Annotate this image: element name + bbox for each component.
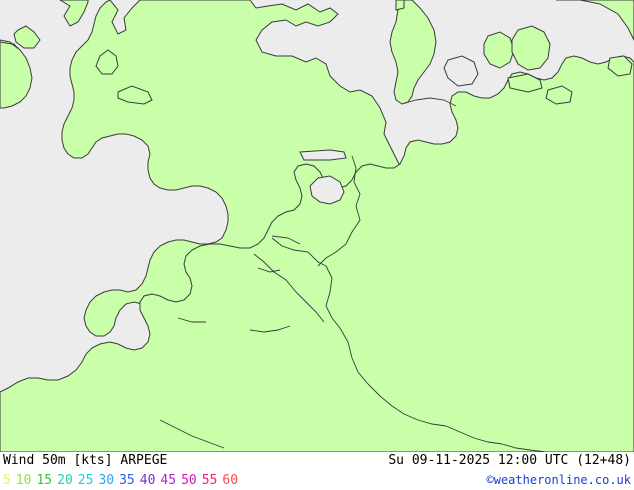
copyright-label[interactable]: ©weatheronline.co.uk: [486, 473, 632, 487]
border-be-de-lu: [325, 265, 341, 329]
footer: Wind 50m [kts] ARPEGE Su 09-11-2025 12:0…: [0, 452, 634, 490]
water-limfjord: [443, 55, 479, 87]
scale-tick-35[interactable]: 35: [119, 473, 135, 488]
scale-tick-5[interactable]: 5: [3, 473, 11, 488]
scale-tick-10[interactable]: 10: [15, 473, 32, 488]
scale-tick-15[interactable]: 15: [36, 473, 53, 488]
water-ijsselmeer: [309, 175, 345, 205]
scale-tick-45[interactable]: 45: [160, 473, 177, 488]
land-zealand: [511, 25, 551, 71]
border-nl-de: [317, 155, 361, 267]
land-skane-sweden: [556, 0, 634, 41]
land-wind-shading: [0, 0, 634, 452]
border-de-internal-3: [501, 443, 547, 452]
map-panel[interactable]: [0, 0, 634, 452]
land-ruegen: [545, 85, 573, 105]
coast-detail: [177, 235, 301, 333]
land-norway-sliver: [395, 0, 405, 11]
scale-tick-25[interactable]: 25: [77, 473, 94, 488]
map-canvas[interactable]: [0, 0, 634, 452]
border-fr-internal: [159, 419, 225, 449]
coast-humber: [271, 235, 301, 245]
coast-severn: [177, 317, 206, 323]
wind-speed-color-scale[interactable]: 5 10 15 20 25 30 35 40 45 50 55 60: [3, 473, 243, 488]
scale-tick-50[interactable]: 50: [181, 473, 197, 488]
border-de-fr: [339, 327, 393, 407]
land-bornholm: [607, 55, 633, 77]
land-funen: [483, 31, 515, 69]
border-be-fr: [253, 253, 325, 323]
scale-tick-20[interactable]: 20: [57, 473, 73, 488]
land-ireland-main: [0, 41, 33, 109]
coast-wash: [257, 267, 281, 273]
water-wadden-strip: [299, 149, 347, 161]
scale-tick-55[interactable]: 55: [201, 473, 218, 488]
scale-tick-40[interactable]: 40: [139, 473, 156, 488]
border-de-internal-2: [445, 425, 503, 445]
scale-tick-30[interactable]: 30: [98, 473, 115, 488]
land-scotland-west-detail: [59, 0, 89, 27]
scale-tick-60[interactable]: 60: [222, 473, 239, 488]
land-hebrides-outer: [13, 25, 41, 49]
border-de-dk: [401, 97, 457, 107]
border-nl-be: [271, 237, 327, 267]
land-lolland-falster: [507, 73, 543, 93]
parameter-label: Wind 50m [kts] ARPEGE: [3, 453, 168, 468]
coast-thames: [249, 325, 291, 333]
land-isle-of-man: [117, 85, 153, 105]
footer-row-scale: 5 10 15 20 25 30 35 40 45 50 55 60 ©weatheronline.c…: [0, 471, 634, 490]
valid-time-label: Su 09-11-2025 12:00 UTC (12+48): [388, 453, 631, 468]
land-arran: [95, 49, 119, 75]
country-borders: [159, 97, 547, 452]
footer-row-title: Wind 50m [kts] ARPEGE Su 09-11-2025 12:0…: [0, 452, 634, 471]
border-de-internal-1: [391, 405, 447, 427]
